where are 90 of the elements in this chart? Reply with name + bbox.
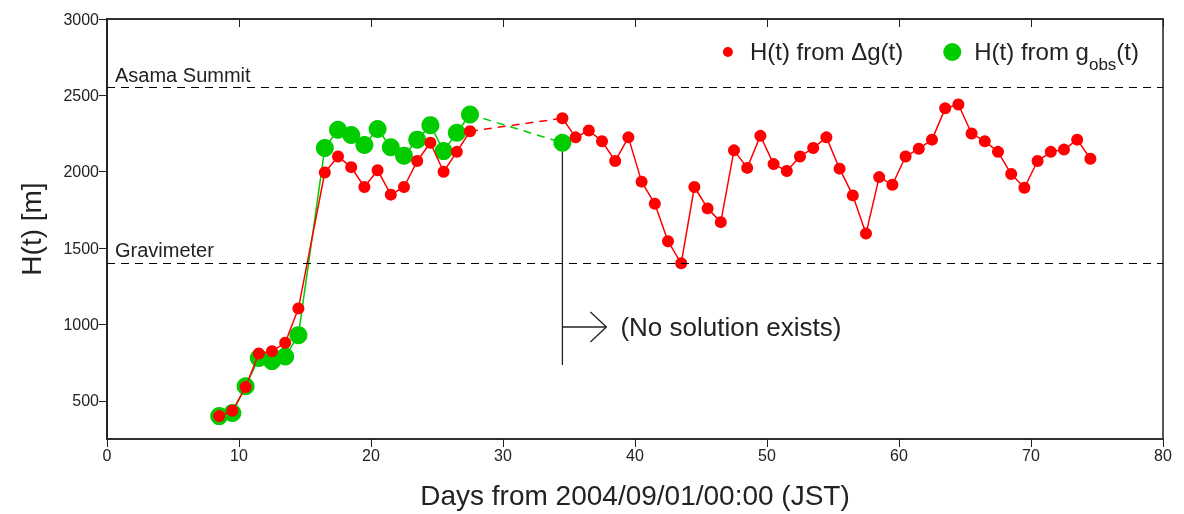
- point: [421, 116, 440, 135]
- point: [1084, 152, 1097, 165]
- x-tick-label: 50: [758, 446, 776, 464]
- point: [411, 155, 424, 168]
- point: [807, 142, 820, 155]
- point: [846, 189, 859, 202]
- point: [266, 345, 278, 358]
- point: [424, 136, 437, 149]
- point: [992, 145, 1004, 158]
- point: [318, 166, 331, 179]
- point: [381, 138, 400, 157]
- point: [688, 181, 701, 193]
- x-axis-title: Days from 2004/09/01/00:00 (JST): [420, 479, 850, 511]
- point: [873, 171, 886, 184]
- point: [332, 150, 344, 163]
- point: [1058, 143, 1070, 156]
- annotation: (No solution exists): [620, 312, 842, 342]
- point: [395, 146, 413, 165]
- x-tick-label: 30: [494, 446, 512, 464]
- point: [276, 347, 295, 366]
- point: [754, 129, 767, 142]
- point: [912, 142, 925, 155]
- point: [289, 326, 308, 345]
- point: [741, 161, 754, 174]
- point: [701, 202, 714, 215]
- x-tick-label: 20: [362, 446, 380, 464]
- point: [860, 227, 872, 240]
- point: [833, 162, 846, 175]
- point: [437, 165, 450, 178]
- x-tick-label: 0: [102, 446, 112, 464]
- point: [767, 158, 780, 171]
- point: [1018, 181, 1031, 194]
- y-tick-label: 3000: [63, 10, 100, 28]
- point: [899, 150, 912, 163]
- point: [355, 136, 374, 154]
- x-tick-label: 10: [230, 446, 248, 464]
- y-tick-label: 1000: [63, 315, 100, 333]
- point: [939, 102, 952, 115]
- point: [461, 105, 479, 124]
- point: [622, 131, 635, 144]
- point: [368, 119, 387, 138]
- point: [635, 175, 648, 188]
- legend-label: H(t) from g$_{obs}$(t): [974, 38, 1139, 74]
- x-tick-label: 70: [1022, 446, 1040, 464]
- point: [648, 197, 661, 210]
- point: [434, 142, 453, 161]
- x-tick-label: 60: [890, 446, 908, 464]
- point: [952, 98, 965, 111]
- point: [384, 188, 397, 201]
- point: [675, 257, 688, 270]
- point: [596, 135, 608, 148]
- point: [794, 150, 806, 163]
- point: [1005, 168, 1018, 181]
- point: [408, 130, 427, 149]
- point: [780, 164, 793, 177]
- point: [398, 181, 410, 193]
- y-axis-title: H(t) [m]: [15, 182, 47, 276]
- point: [447, 123, 466, 142]
- point: [358, 181, 371, 193]
- point: [279, 336, 292, 349]
- point: [820, 131, 833, 144]
- ref-line-label: Gravimeter: [115, 239, 215, 262]
- point: [582, 124, 595, 137]
- point: [345, 161, 358, 174]
- legend-label: H(t) from Δg(t): [749, 38, 904, 65]
- y-tick-label: 2500: [63, 86, 100, 104]
- point: [662, 235, 674, 248]
- point: [292, 302, 305, 315]
- point: [569, 131, 582, 144]
- point: [965, 127, 978, 140]
- point: [450, 145, 463, 158]
- point: [714, 216, 727, 229]
- point: [342, 126, 361, 145]
- point: [315, 139, 334, 158]
- point: [926, 133, 938, 146]
- x-tick-label: 40: [626, 446, 644, 464]
- y-tick-label: 500: [72, 392, 100, 410]
- point: [553, 133, 572, 152]
- point: [609, 155, 622, 168]
- point: [1031, 155, 1044, 168]
- y-tick-label: 2000: [63, 163, 100, 181]
- point: [1044, 145, 1057, 158]
- point: [886, 178, 899, 191]
- point: [978, 135, 991, 148]
- x-tick-label: 80: [1154, 446, 1172, 464]
- point: [371, 164, 384, 177]
- point: [728, 144, 740, 157]
- ref-line-label: Asama Summit: [115, 63, 252, 86]
- point: [1071, 133, 1084, 146]
- y-tick-label: 1500: [63, 239, 100, 257]
